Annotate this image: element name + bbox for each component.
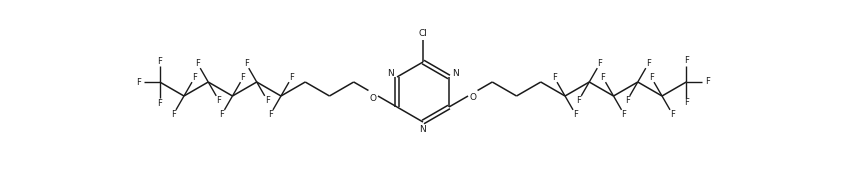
Text: F: F — [597, 59, 602, 68]
Text: O: O — [470, 93, 476, 102]
Text: F: F — [171, 110, 176, 119]
Text: F: F — [625, 96, 629, 105]
Text: F: F — [552, 73, 557, 82]
Text: F: F — [684, 98, 689, 107]
Text: F: F — [265, 96, 270, 105]
Text: F: F — [576, 96, 581, 105]
Text: N: N — [387, 69, 394, 78]
Text: F: F — [217, 96, 221, 105]
Text: F: F — [622, 110, 627, 119]
Text: F: F — [573, 110, 578, 119]
Text: F: F — [268, 110, 273, 119]
Text: O: O — [370, 93, 376, 102]
Text: F: F — [705, 78, 710, 86]
Text: F: F — [670, 110, 675, 119]
Text: F: F — [219, 110, 224, 119]
Text: N: N — [452, 69, 459, 78]
Text: F: F — [195, 59, 201, 68]
Text: F: F — [244, 59, 249, 68]
Text: F: F — [240, 73, 245, 82]
Text: F: F — [136, 78, 141, 86]
Text: F: F — [649, 73, 654, 82]
Text: F: F — [684, 57, 689, 66]
Text: F: F — [645, 59, 651, 68]
Text: F: F — [192, 73, 197, 82]
Text: F: F — [601, 73, 606, 82]
Text: Cl: Cl — [419, 29, 427, 38]
Text: N: N — [420, 125, 426, 134]
Text: F: F — [157, 98, 162, 107]
Text: F: F — [289, 73, 294, 82]
Text: F: F — [157, 57, 162, 66]
